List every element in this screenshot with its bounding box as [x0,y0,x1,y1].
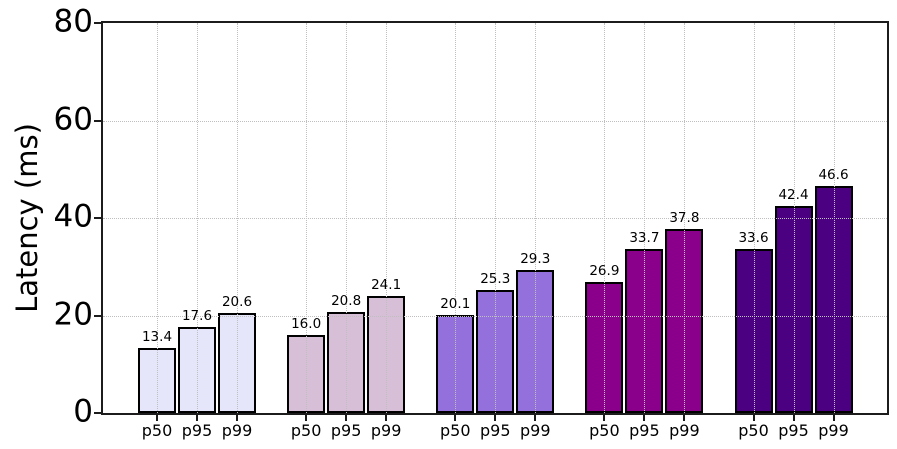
horizontal-gridline [103,120,887,122]
x-tick-label: p95 [629,421,660,440]
y-tick-mark [94,22,101,24]
vertical-gridline [237,23,238,413]
x-tick-mark [603,415,606,421]
x-tick-label: p50 [290,421,322,440]
vertical-gridline [604,23,606,413]
vertical-gridline [793,23,795,413]
bar-value-label: 24.1 [371,276,402,293]
vertical-gridline [306,23,308,413]
x-tick-mark [305,415,308,421]
x-tick-mark [196,415,198,421]
y-tick-label: 60 [53,101,93,138]
bar-value-label: 25.3 [480,270,511,287]
x-tick-mark [236,415,238,421]
vertical-gridline [386,23,388,413]
x-tick-label: p95 [181,421,213,440]
vertical-gridline [684,23,686,413]
plot-area: 13.4 17.6 20.6 16.0 20.8 24.1 20.1 25.3 29.3 26.9… [103,23,887,413]
x-tick-label: p99 [669,421,700,440]
y-tick-label: 40 [53,198,93,235]
x-tick-label: p50 [589,421,620,440]
bar-value-label: 20.1 [440,296,471,313]
bar-value-label: 20.8 [331,292,362,309]
bar-value-label: 26.9 [589,262,620,279]
y-tick-mark [94,314,101,317]
vertical-gridline [753,23,755,413]
bar-value-label: 17.6 [181,308,213,325]
y-tick-label: 0 [73,393,93,430]
x-tick-label: p99 [519,421,551,440]
y-tick-mark [94,412,101,414]
x-tick-mark [683,415,686,421]
vertical-gridline [833,23,835,413]
x-tick-mark [832,415,835,421]
x-tick-mark [792,415,795,421]
vertical-gridline [157,23,158,413]
bar-value-label: 33.6 [738,230,769,247]
horizontal-gridline [103,218,887,219]
bar-value-label: 46.6 [818,166,849,183]
bar-value-label: 37.8 [669,209,700,226]
horizontal-gridline [103,315,887,317]
y-tick-label: 80 [53,3,93,40]
y-tick-mark [94,119,101,122]
x-tick-mark [345,415,348,421]
bar-value-label: 20.6 [221,293,253,310]
vertical-gridline [197,23,198,413]
vertical-gridline [644,23,646,413]
bar-value-label: 29.3 [520,251,551,268]
bar-value-label: 16.0 [291,316,322,332]
x-tick-label: p95 [479,421,511,440]
x-tick-label: p95 [330,421,362,440]
x-tick-mark [156,415,158,421]
x-tick-label: p99 [370,421,402,440]
y-tick-mark [94,217,101,219]
x-tick-mark [752,415,755,421]
x-tick-label: p50 [141,421,173,440]
vertical-gridline [346,23,348,413]
vertical-gridline [535,23,537,413]
x-tick-mark [494,415,497,421]
vertical-gridline [495,23,497,413]
bar-value-label: 42.4 [778,187,809,204]
x-tick-mark [385,415,388,421]
x-tick-label: p50 [738,421,769,440]
x-tick-mark [643,415,646,421]
y-tick-label: 20 [53,296,93,333]
x-tick-label: p50 [439,421,471,440]
x-tick-mark [534,415,537,421]
x-tick-mark [454,415,457,421]
x-tick-label: p99 [818,421,849,440]
bar-value-label: 13.4 [141,328,173,345]
x-tick-label: p95 [778,421,809,440]
x-tick-label: p99 [221,421,253,440]
bar-value-label: 33.7 [629,229,660,246]
vertical-gridline [455,23,457,413]
